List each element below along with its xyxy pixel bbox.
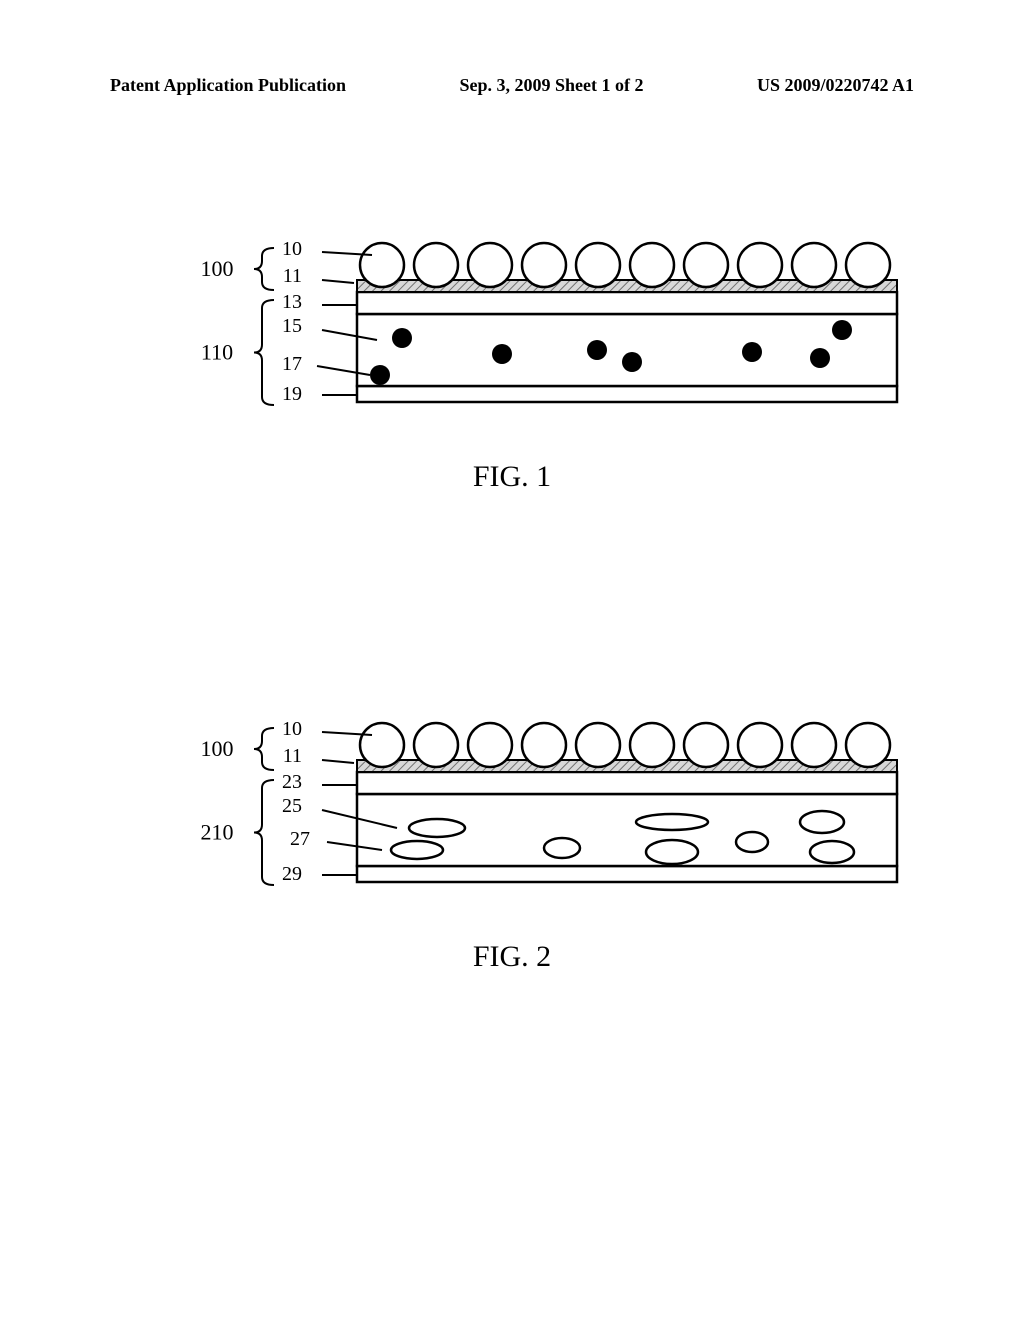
figure-2: 10 11 2325 27 29 100 210 FIG. 2 [0,710,1024,974]
page-header: Patent Application Publication Sep. 3, 2… [110,75,914,96]
svg-text:19: 19 [282,383,302,405]
svg-text:100: 100 [201,256,234,281]
diagram-svg: 10 11 1315 17 19 100 110 [102,230,922,430]
svg-text:10: 10 [282,238,302,260]
svg-text:27: 27 [290,828,310,850]
svg-text:210: 210 [201,820,234,845]
svg-text:13: 13 [282,291,302,313]
svg-text:100: 100 [201,736,234,761]
header-left: Patent Application Publication [110,75,346,96]
figure-caption: FIG. 2 [0,940,1024,974]
svg-text:15: 15 [282,315,302,337]
svg-text:110: 110 [201,340,233,365]
header-right: US 2009/0220742 A1 [757,75,914,96]
svg-text:11: 11 [283,745,302,767]
figure-caption: FIG. 1 [0,460,1024,494]
svg-text:11: 11 [283,265,302,287]
diagram-svg: 10 11 2325 27 29 100 210 [102,710,922,910]
svg-text:23: 23 [282,771,302,793]
svg-text:10: 10 [282,718,302,740]
header-center: Sep. 3, 2009 Sheet 1 of 2 [460,75,644,96]
svg-text:25: 25 [282,795,302,817]
figure-1: 10 11 1315 17 19 100 110 FIG. 1 [0,230,1024,494]
svg-text:29: 29 [282,863,302,885]
svg-text:17: 17 [282,353,302,375]
